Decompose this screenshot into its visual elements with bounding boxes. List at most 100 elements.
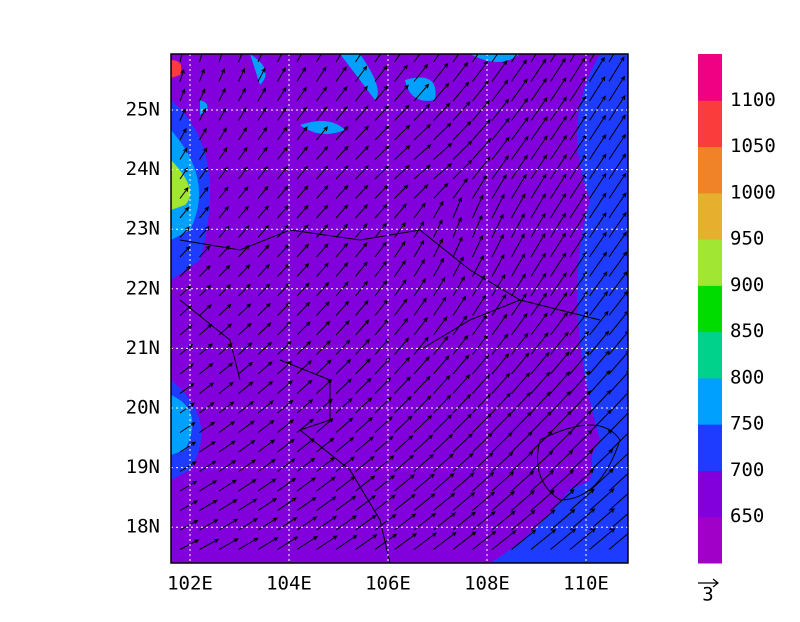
wind-arrow bbox=[296, 243, 309, 258]
wind-arrow bbox=[413, 454, 434, 472]
wind-arrow bbox=[238, 225, 250, 238]
wind-arrow bbox=[316, 243, 329, 258]
wind-arrow bbox=[296, 535, 318, 550]
wind-arrow bbox=[550, 54, 557, 63]
wind-arrow bbox=[413, 493, 436, 511]
wind-arrow bbox=[550, 410, 572, 433]
wind-arrow bbox=[608, 56, 625, 82]
wind-arrow bbox=[550, 134, 568, 160]
wind-arrow bbox=[608, 172, 627, 199]
colorbar-swatch bbox=[698, 192, 722, 240]
wind-arrow bbox=[335, 242, 349, 258]
wind-arrow bbox=[394, 415, 413, 433]
wind-arrow bbox=[433, 182, 449, 199]
wind-arrow bbox=[452, 236, 463, 258]
wind-arrow bbox=[257, 498, 278, 511]
wind-arrow bbox=[511, 352, 530, 375]
wind-arrow bbox=[452, 315, 468, 336]
wind-arrow bbox=[257, 244, 270, 258]
wind-arrow bbox=[608, 430, 628, 453]
wind-arrow bbox=[257, 341, 272, 355]
wind-arrow bbox=[199, 54, 203, 63]
wind-arrow bbox=[355, 397, 373, 414]
wind-arrow bbox=[589, 448, 614, 472]
wind-arrow bbox=[394, 317, 409, 336]
wind-arrow bbox=[316, 476, 336, 492]
wind-arrow bbox=[530, 371, 551, 394]
wind-arrow bbox=[374, 260, 387, 277]
wind-arrow bbox=[530, 351, 550, 375]
wind-arrow bbox=[413, 54, 421, 63]
wind-arrow bbox=[355, 65, 368, 82]
lon-label: 104E bbox=[266, 573, 312, 595]
wind-arrow bbox=[491, 60, 508, 82]
colorbar: 650 700 750 800 850 900 950 1000 1050 1100 bbox=[698, 54, 776, 564]
wind-arrow bbox=[218, 440, 236, 453]
wind-arrow bbox=[569, 508, 596, 531]
wind-arrow bbox=[530, 252, 546, 277]
wind-arrow bbox=[491, 193, 505, 219]
reference-label: 3 bbox=[702, 584, 713, 606]
wind-arrow bbox=[608, 114, 626, 141]
wind-arrow bbox=[179, 265, 191, 277]
wind-arrow bbox=[257, 54, 263, 63]
wind-arrow bbox=[296, 54, 303, 63]
wind-arrow bbox=[394, 337, 410, 355]
wind-arrow bbox=[491, 313, 508, 336]
wind-arrow bbox=[589, 291, 608, 316]
wind-arrow bbox=[238, 303, 252, 316]
wind-arrow bbox=[530, 489, 555, 511]
wind-arrow bbox=[296, 321, 311, 336]
wind-arrow bbox=[238, 67, 246, 82]
wind-arrow bbox=[238, 439, 256, 453]
wind-arrow bbox=[511, 391, 531, 414]
colorbar-label: 650 bbox=[730, 505, 764, 527]
wind-arrow bbox=[452, 531, 477, 550]
wind-arrow bbox=[238, 361, 253, 375]
wind-arrow bbox=[296, 379, 313, 394]
wind-arrow bbox=[394, 454, 415, 472]
wind-arrow bbox=[530, 272, 547, 297]
wind-arrow bbox=[589, 192, 607, 219]
wind-arrow bbox=[257, 439, 276, 453]
wind-arrow bbox=[452, 140, 473, 160]
wind-arrow bbox=[179, 108, 186, 121]
wind-arrow bbox=[530, 312, 548, 336]
wind-arrow bbox=[569, 409, 592, 433]
wind-arrow bbox=[608, 390, 628, 414]
wind-arrow bbox=[452, 295, 467, 316]
wind-arrow bbox=[374, 338, 390, 355]
wind-arrow bbox=[218, 460, 237, 472]
wind-arrow bbox=[179, 461, 197, 472]
wind-arrow bbox=[394, 376, 411, 394]
wind-arrow bbox=[374, 299, 388, 316]
wind-arrow bbox=[491, 530, 517, 550]
wind-arrow bbox=[511, 509, 536, 531]
wind-arrow bbox=[511, 116, 529, 141]
lon-label: 102E bbox=[167, 573, 213, 595]
wind-arrow bbox=[355, 455, 375, 472]
wind-arrow bbox=[550, 153, 567, 180]
wind-arrow bbox=[569, 54, 576, 63]
wind-arrow bbox=[316, 457, 336, 472]
wind-arrow bbox=[472, 491, 496, 511]
wind-arrow bbox=[179, 480, 198, 492]
field-patch bbox=[171, 60, 182, 78]
wind-arrow bbox=[296, 263, 310, 277]
wind-arrow bbox=[608, 192, 627, 219]
wind-arrow bbox=[608, 95, 626, 121]
wind-arrow bbox=[569, 232, 587, 258]
wind-arrow bbox=[511, 78, 528, 102]
wind-arrow bbox=[530, 135, 548, 160]
wind-arrow bbox=[179, 127, 187, 141]
field bbox=[171, 54, 628, 563]
wind-arrow bbox=[550, 291, 568, 316]
wind-arrow bbox=[452, 452, 474, 472]
wind-arrow bbox=[355, 319, 370, 336]
wind-arrow bbox=[589, 231, 607, 258]
wind-arrow bbox=[491, 490, 515, 511]
wind-arrow bbox=[569, 311, 589, 336]
wind-vectors bbox=[179, 54, 628, 550]
wind-arrow bbox=[316, 301, 330, 316]
wind-arrow bbox=[277, 106, 287, 121]
